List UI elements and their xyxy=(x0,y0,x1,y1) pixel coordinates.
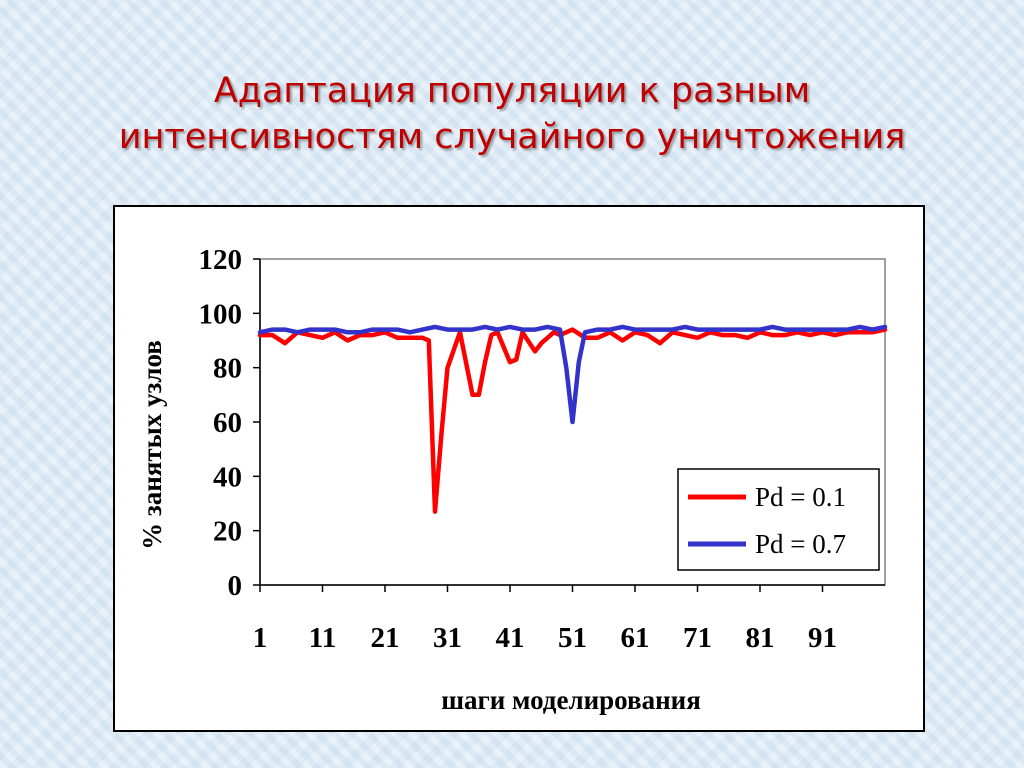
chart-frame: 0 20 40 60 80 100 120 1 11 21 31 41 51 61 71 81 91 шаги … xyxy=(113,205,925,732)
axes xyxy=(253,258,886,592)
x-tick-label: 31 xyxy=(433,622,462,654)
y-tick-label: 60 xyxy=(213,407,242,439)
legend-label-pd-07: Pd = 0.7 xyxy=(755,529,846,559)
legend-box xyxy=(677,468,880,571)
y-tick-label: 120 xyxy=(199,244,243,276)
x-tick-label: 71 xyxy=(683,622,712,654)
legend-label-pd-01: Pd = 0.1 xyxy=(755,482,846,512)
slide-title: Адаптация популяции к разным интенсивнос… xyxy=(0,68,1024,160)
y-tick-label: 80 xyxy=(213,353,242,385)
y-tick-label: 100 xyxy=(199,298,243,330)
x-tick-label: 51 xyxy=(558,622,587,654)
y-axis-title: % занятых узлов xyxy=(137,340,167,550)
x-tick-label: 61 xyxy=(621,622,650,654)
x-tick-label: 41 xyxy=(496,622,525,654)
y-tick-label: 20 xyxy=(213,516,242,548)
x-tick-label: 11 xyxy=(309,622,336,654)
x-tick-label: 21 xyxy=(371,622,400,654)
legend: Pd = 0.1 Pd = 0.7 xyxy=(677,468,880,571)
series-line-pd-07 xyxy=(257,324,888,425)
x-tick-label: 1 xyxy=(253,622,268,654)
slide-title-line1: Адаптация популяции к разным xyxy=(213,71,811,111)
x-tick-label: 81 xyxy=(746,622,775,654)
slide-title-line2: интенсивностям случайного уничтожения xyxy=(118,117,906,157)
series-lines xyxy=(257,324,888,514)
y-tick-label: 40 xyxy=(213,461,242,493)
series-line-pd-01 xyxy=(257,327,888,514)
x-tick-label: 91 xyxy=(808,622,837,654)
x-axis-title: шаги моделирования xyxy=(441,685,701,715)
y-tick-label: 0 xyxy=(228,570,243,602)
